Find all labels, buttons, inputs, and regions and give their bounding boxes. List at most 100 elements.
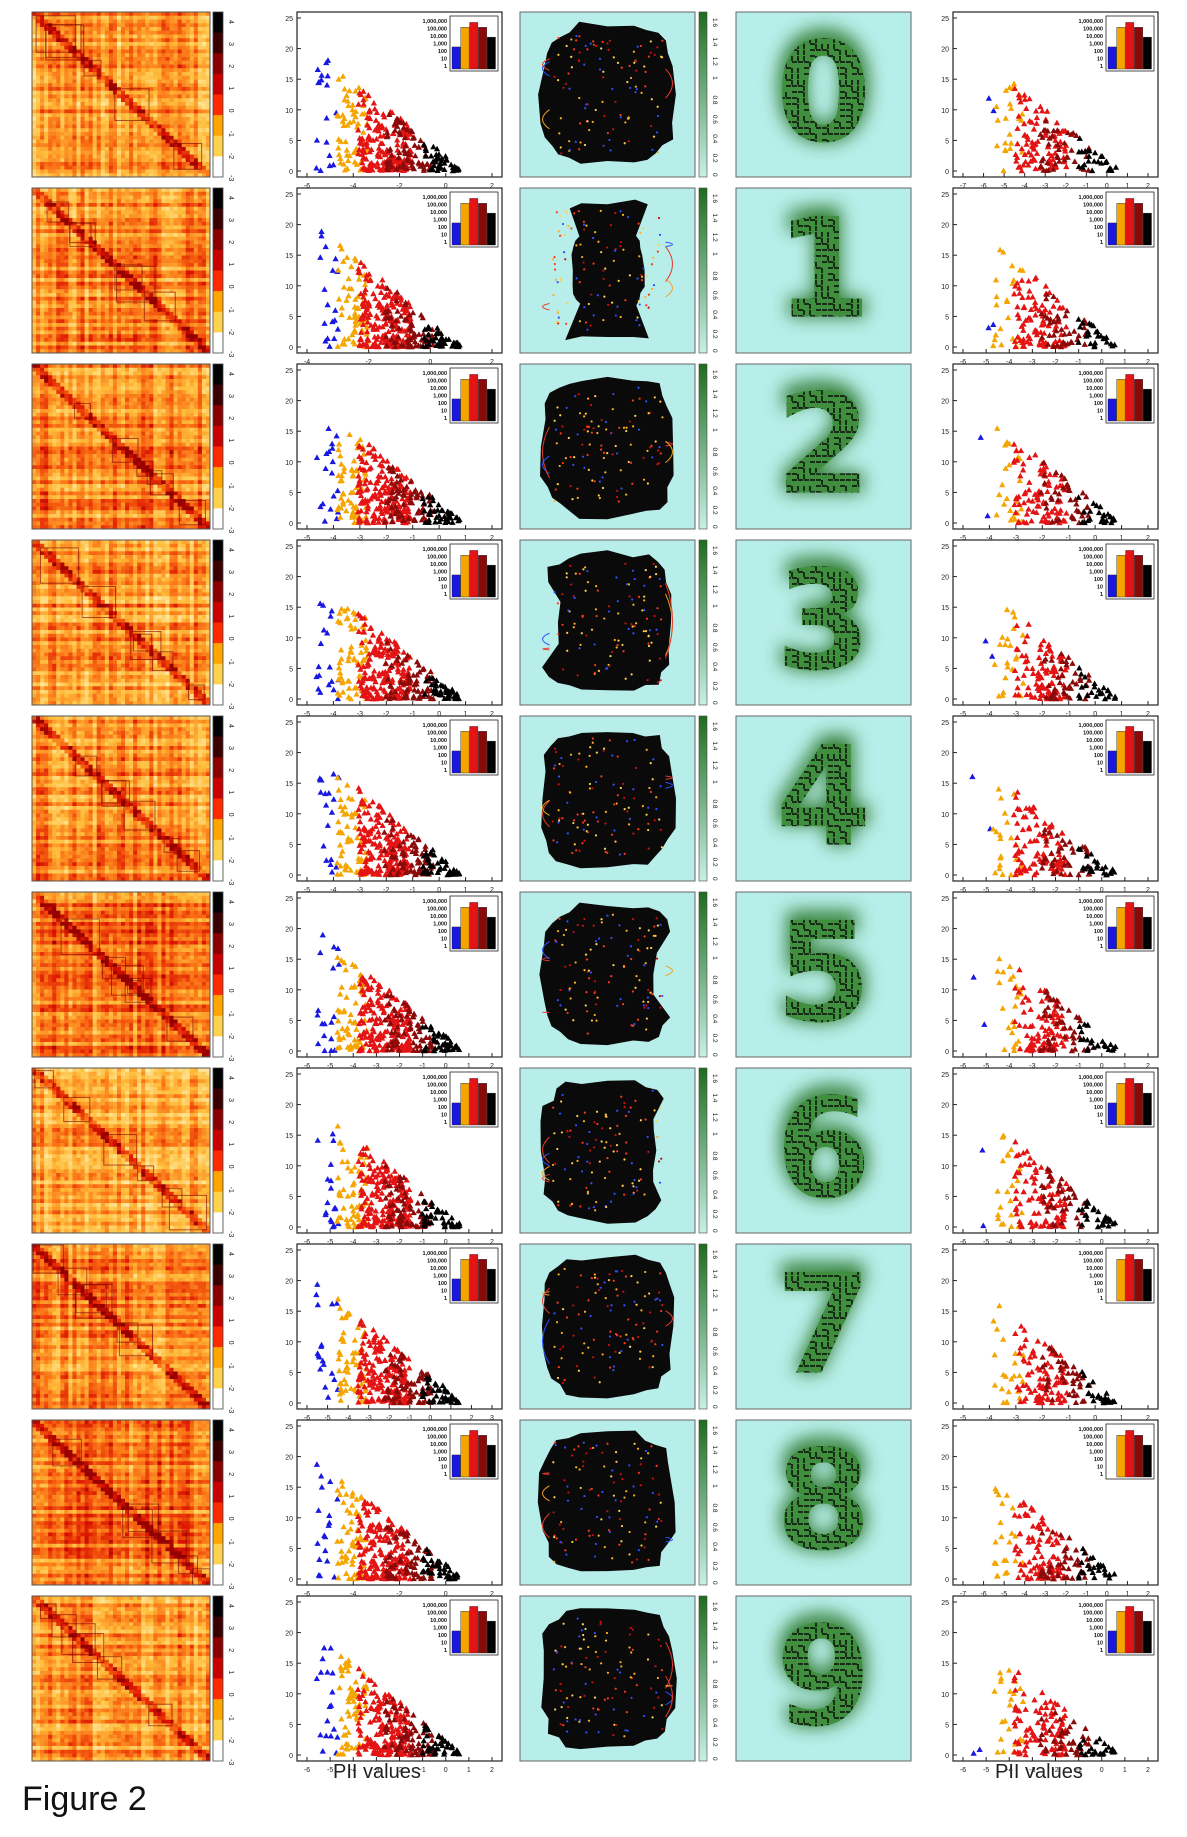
scatter-point [362, 471, 369, 477]
scatter-point [345, 292, 352, 299]
scatter-legend-label: 1 [444, 1472, 447, 1478]
scatter-point [333, 1300, 341, 1306]
scatter-point [357, 486, 364, 493]
scatter-ytick: 0 [289, 1753, 293, 1760]
scatter-point [327, 1184, 335, 1191]
scatter-point [384, 1377, 391, 1383]
scatter-point [375, 638, 382, 644]
scatter-point [348, 795, 356, 802]
scatter-point [328, 856, 335, 863]
scatter-point [377, 1338, 384, 1345]
scatter-point [411, 142, 418, 148]
scatter-point [429, 497, 437, 504]
scatter-legend-label: 10 [441, 937, 447, 943]
scatter-point [355, 825, 363, 832]
scatter-point [384, 302, 391, 308]
scatter-point [404, 1040, 411, 1046]
scatter-legend-label: 100,000 [427, 907, 447, 913]
scatter-point [394, 308, 401, 314]
scatter-point [367, 996, 374, 1002]
scatter-point [432, 1380, 439, 1387]
scatter-point [350, 489, 357, 495]
scatter-point [386, 288, 394, 295]
scatter-xtick: -1 [407, 1415, 413, 1422]
scatter-point [441, 1385, 448, 1392]
heatmap-colorbar-segment [213, 892, 223, 914]
scatter-point [412, 342, 419, 349]
scatter-xtick: -2 [383, 711, 389, 718]
scatter-point [345, 102, 352, 109]
heatmap-colorbar-segment [213, 32, 223, 54]
scatter-point [392, 1395, 399, 1401]
scatter-point [392, 1177, 399, 1184]
scatter-point [313, 673, 320, 680]
scatter-point [359, 466, 366, 473]
scatter-point [402, 1025, 410, 1032]
scatter-point [355, 628, 363, 634]
scatter-legend-bar [487, 1092, 496, 1126]
scatter-point [375, 519, 382, 525]
scatter-point [360, 153, 367, 160]
scatter-point [327, 1478, 334, 1485]
scatter-point [374, 1172, 381, 1178]
scatter-point [415, 1377, 422, 1384]
scatter-point [343, 1358, 351, 1365]
scatter-point [358, 614, 366, 621]
scatter-ytick: 25 [285, 1072, 293, 1079]
scatter-point [313, 454, 321, 460]
scatter-point [376, 1042, 383, 1048]
scatter-point [337, 862, 344, 869]
scatter-point [367, 322, 375, 328]
scatter-point [392, 343, 399, 350]
scatter-xtick: 0 [444, 1767, 448, 1774]
scatter-point [406, 1398, 413, 1405]
scatter-legend-bar [451, 1278, 461, 1302]
scatter-legend-label: 1,000 [433, 218, 447, 224]
scatter-point [434, 324, 441, 331]
scatter-xtick: 2 [490, 183, 494, 190]
scatter-point [373, 109, 381, 116]
scatter-legend-label: 1,000,000 [423, 1251, 447, 1257]
scatter-point [403, 835, 410, 842]
scatter-point [381, 518, 389, 525]
scatter-point [429, 846, 436, 853]
scatter-point [336, 1033, 343, 1040]
scatter-point [364, 985, 371, 992]
heatmap-colorbar-tick: 2 [227, 416, 234, 420]
scatter-xtick: 2 [490, 535, 494, 542]
scatter-ytick: 20 [285, 1279, 293, 1286]
scatter-point [379, 457, 387, 463]
scatter-point [386, 1363, 394, 1370]
scatter-point [370, 695, 377, 702]
heatmap-colorbar-segment [213, 311, 223, 333]
scatter-point [386, 1182, 393, 1188]
scatter-point [351, 312, 359, 319]
scatter-point [375, 515, 383, 521]
scatter-xtick: 0 [444, 1239, 448, 1246]
scatter-point [407, 1196, 414, 1202]
scatter-point [337, 155, 344, 161]
scatter-point [400, 119, 407, 126]
scatter-xtick: -2 [396, 1063, 402, 1070]
scatter-legend-label: 1 [444, 416, 447, 422]
heatmap-colorbar-segment [213, 1171, 223, 1193]
scatter-point [338, 460, 345, 467]
heatmap-colorbar-segment [213, 1015, 223, 1037]
scatter-legend-label: 10 [441, 1113, 447, 1119]
scatter-point [414, 1223, 421, 1230]
scatter-point [388, 831, 395, 838]
scatter-xtick: -6 [304, 1591, 310, 1598]
heatmap-colorbar-tick: 1 [227, 614, 234, 618]
scatter-legend-bar [451, 574, 461, 598]
scatter-legend-bar [478, 731, 487, 774]
scatter-point [339, 1483, 346, 1489]
scatter-point [425, 855, 432, 862]
scatter-point [317, 949, 324, 956]
scatter-point [441, 1040, 448, 1047]
heatmap-colorbar-segment [213, 1367, 223, 1389]
heatmap-colorbar-tick: 0 [227, 109, 234, 113]
scatter-point [345, 653, 353, 660]
scatter-point [426, 324, 433, 331]
